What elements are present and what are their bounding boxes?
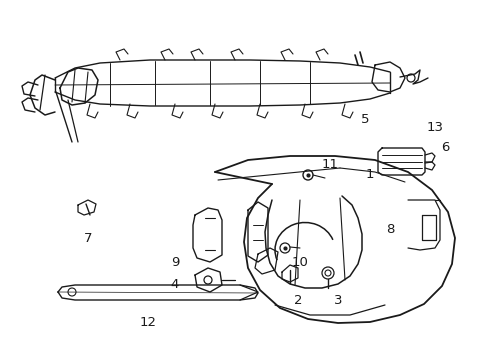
Text: 9: 9 [170,256,179,269]
Text: 6: 6 [440,141,448,154]
Text: 3: 3 [333,293,342,306]
Text: 4: 4 [170,279,179,292]
Text: 11: 11 [321,158,338,171]
Text: 2: 2 [293,293,302,306]
Text: 8: 8 [385,224,393,237]
Text: 10: 10 [291,256,308,269]
Text: 13: 13 [426,121,443,135]
Text: 7: 7 [83,231,92,244]
Text: 1: 1 [365,168,373,181]
Text: 5: 5 [360,113,368,126]
Text: 12: 12 [139,315,156,328]
